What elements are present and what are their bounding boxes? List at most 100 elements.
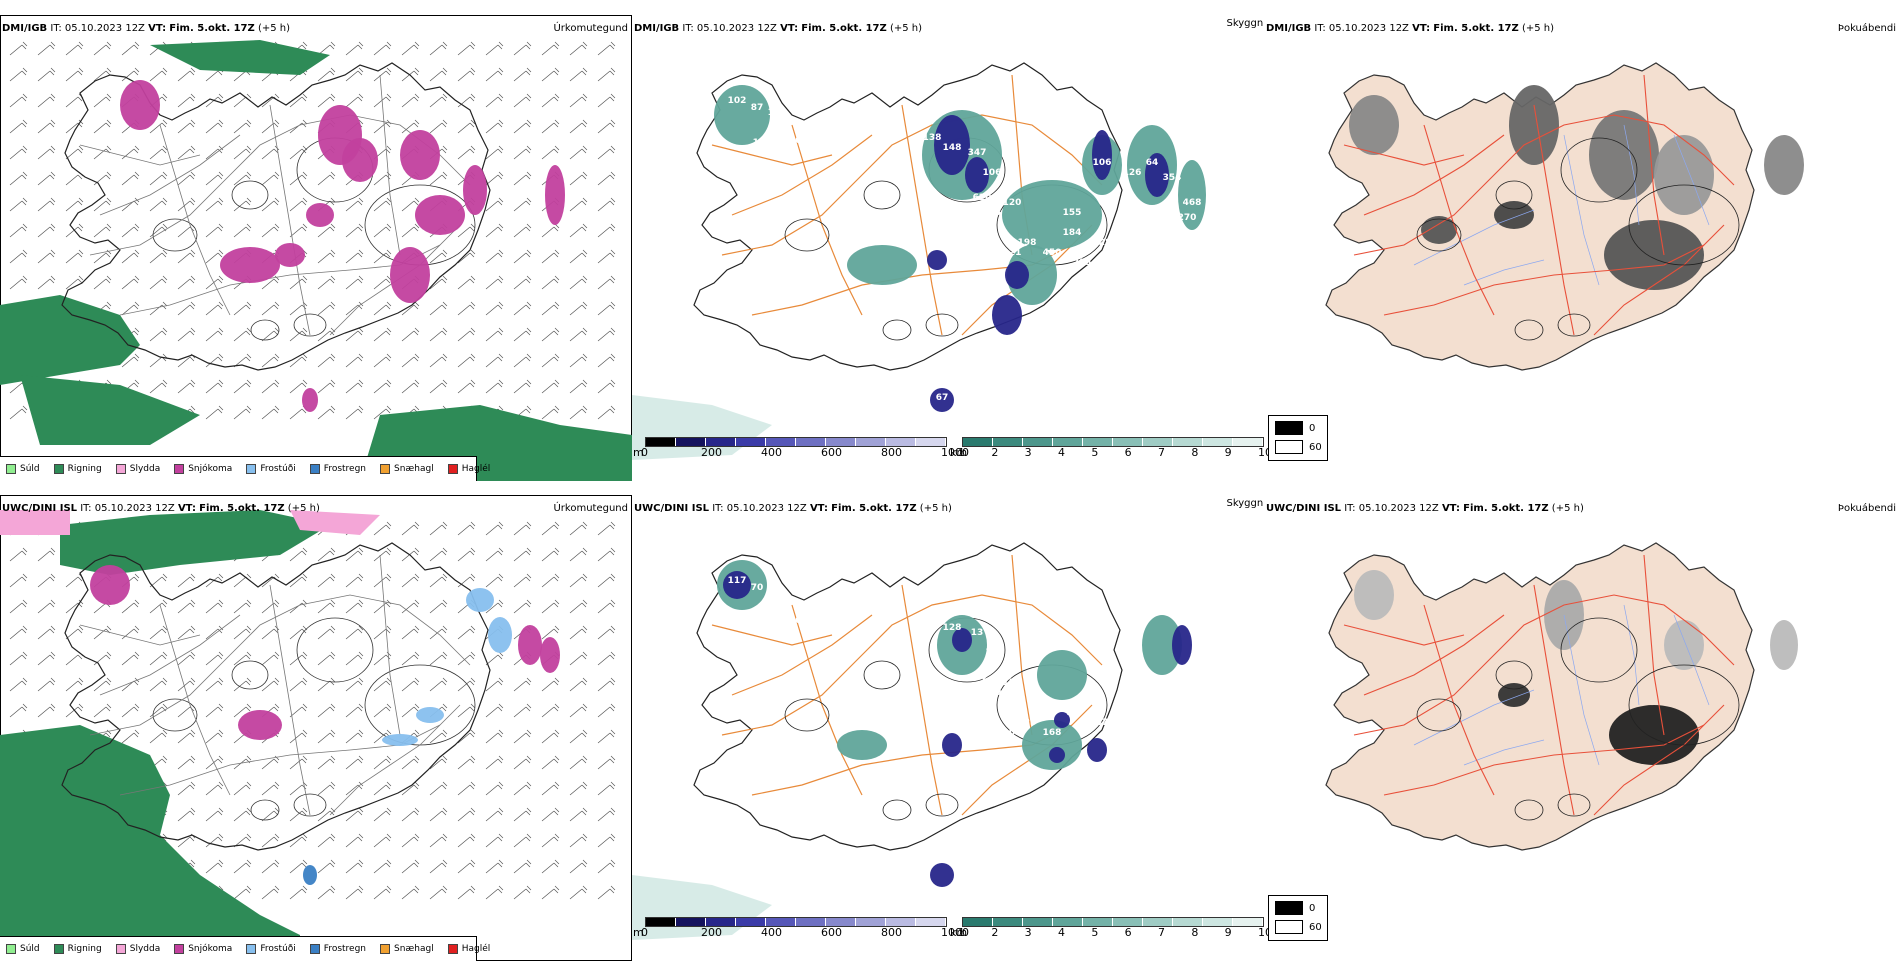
colorbar-step: [676, 438, 706, 446]
snow-area: [275, 243, 305, 267]
glacier-outlines: [1416, 617, 1740, 821]
legend-item: Haglél: [447, 944, 490, 954]
visibility-unit: km: [950, 926, 968, 939]
reduced-visibility-area: [1037, 650, 1087, 700]
colorbar-tick: 5: [1091, 446, 1099, 459]
precip-map-top: [0, 40, 632, 481]
visibility-value-label: 63: [1121, 328, 1134, 338]
legend-item: Súld: [6, 944, 40, 954]
fog-legend-label: 60: [1309, 441, 1322, 453]
legend-item: Frostregn: [309, 464, 366, 474]
legend-swatch: [115, 944, 126, 954]
legend-label: Snæhagl: [394, 944, 434, 954]
panel-parameter: Þokuábendi: [1837, 503, 1896, 514]
visibility-value-label: 354: [1163, 173, 1182, 183]
precip-legend: Súld Rigning Slydda Snjókoma Frostúði Frostre…: [0, 936, 490, 961]
visibility-value-label: 110: [983, 688, 1002, 698]
sleet-area: [290, 510, 380, 535]
visibility-value-label: 72: [976, 673, 989, 683]
colorbar-step: [796, 918, 826, 926]
legend-swatch: [309, 464, 320, 474]
fog-area: [1589, 110, 1659, 200]
legend-item: Frostregn: [309, 944, 366, 954]
visibility-panel-bottom: UWC/DINI ISL IT: 05.10.2023 12Z VT: Fim.…: [632, 495, 1264, 961]
panel-parameter: Úrkomutegund: [553, 23, 628, 34]
river-network: [1413, 124, 1710, 286]
precip-map-bottom: [0, 510, 616, 961]
rain-area: [60, 510, 330, 575]
low-ceiling-area: [965, 157, 989, 193]
legend-item: Frostúði: [246, 464, 296, 474]
colorbar-tick: 8: [1191, 446, 1199, 459]
visibility-unit: km: [950, 446, 968, 459]
iceland-coastline: [61, 62, 491, 371]
visibility-value-label: 663: [1108, 308, 1127, 318]
low-ceiling-area: [1005, 261, 1029, 289]
legend-item: Haglél: [447, 464, 491, 474]
snow-area: [238, 710, 282, 740]
legend-item: Snæhagl: [380, 944, 434, 954]
visibility-value-label: 133: [753, 618, 772, 628]
fog-legend-item: 60: [1275, 440, 1327, 454]
ceiling-unit: m: [633, 446, 644, 459]
colorbar-step: [916, 918, 946, 926]
legend-swatch: [174, 464, 185, 474]
colorbar-tick: 400: [761, 446, 782, 459]
snow-area: [463, 165, 487, 215]
visibility-value-label: 73: [986, 648, 999, 658]
fog-area: [1609, 705, 1699, 765]
legend-label: Frostúði: [260, 944, 296, 954]
ceiling-unit: m: [633, 926, 644, 939]
visibility-value-label: 64: [1146, 158, 1159, 168]
panel-parameter: Skyggni: [1226, 498, 1264, 509]
snow-area: [120, 80, 160, 130]
colorbar-step: [766, 918, 796, 926]
iceland-coastline: [61, 542, 491, 851]
fog-area: [1421, 216, 1457, 244]
colorbar-step: [1113, 918, 1143, 926]
visibility-value-label: 67: [936, 393, 949, 403]
low-ceiling-area: [930, 388, 954, 412]
colorbar-tick: 2: [991, 446, 999, 459]
visibility-value-label: 126: [1123, 168, 1142, 178]
visibility-colorbar: [962, 917, 1264, 927]
fog-area: [1349, 95, 1399, 155]
rain-area: [20, 375, 200, 445]
visibility-value-label: 128: [943, 623, 962, 633]
visibility-value-label: 286: [783, 616, 802, 626]
colorbar-tick: 0: [641, 446, 648, 459]
legend-label: Haglél: [461, 464, 491, 474]
colorbar-tick: 200: [701, 446, 722, 459]
colorbar-step: [993, 438, 1023, 446]
legend-swatch: [380, 464, 391, 474]
rain-area: [0, 295, 140, 385]
colorbar-step: [1173, 918, 1203, 926]
colorbar-step: [736, 918, 766, 926]
visibility-value-label: 125: [753, 138, 772, 148]
visibility-value-label: 76: [1066, 708, 1079, 718]
visibility-colorbar: [962, 437, 1264, 447]
visibility-value-label: 102: [728, 96, 747, 106]
legend-label: Slydda: [129, 464, 161, 474]
fog-legend-swatch: [1275, 440, 1303, 454]
visibility-value-label: 70: [751, 583, 764, 593]
visibility-value-label: 136: [1003, 678, 1022, 688]
visibility-value-label: 620: [973, 193, 992, 203]
snow-area: [220, 247, 280, 283]
visibility-value-label: 186: [783, 136, 802, 146]
fog-area: [1354, 570, 1394, 620]
fog-legend-swatch: [1275, 421, 1303, 435]
colorbar-step: [826, 918, 856, 926]
snow-area: [415, 195, 465, 235]
fog-area: [1498, 683, 1530, 707]
colorbar-tick: 6: [1124, 446, 1132, 459]
fog-map-bottom: [1325, 542, 1798, 851]
colorbar-tick: 3: [1024, 446, 1032, 459]
legend-swatch: [53, 464, 64, 474]
precip-panel-top: DMI/IGB IT: 05.10.2023 12Z VT: Fim. 5.ok…: [0, 15, 632, 481]
legend-swatch: [447, 464, 458, 474]
colorbar-step: [1233, 438, 1263, 446]
rain-area: [0, 725, 300, 961]
visibility-value-label: 148: [943, 143, 962, 153]
